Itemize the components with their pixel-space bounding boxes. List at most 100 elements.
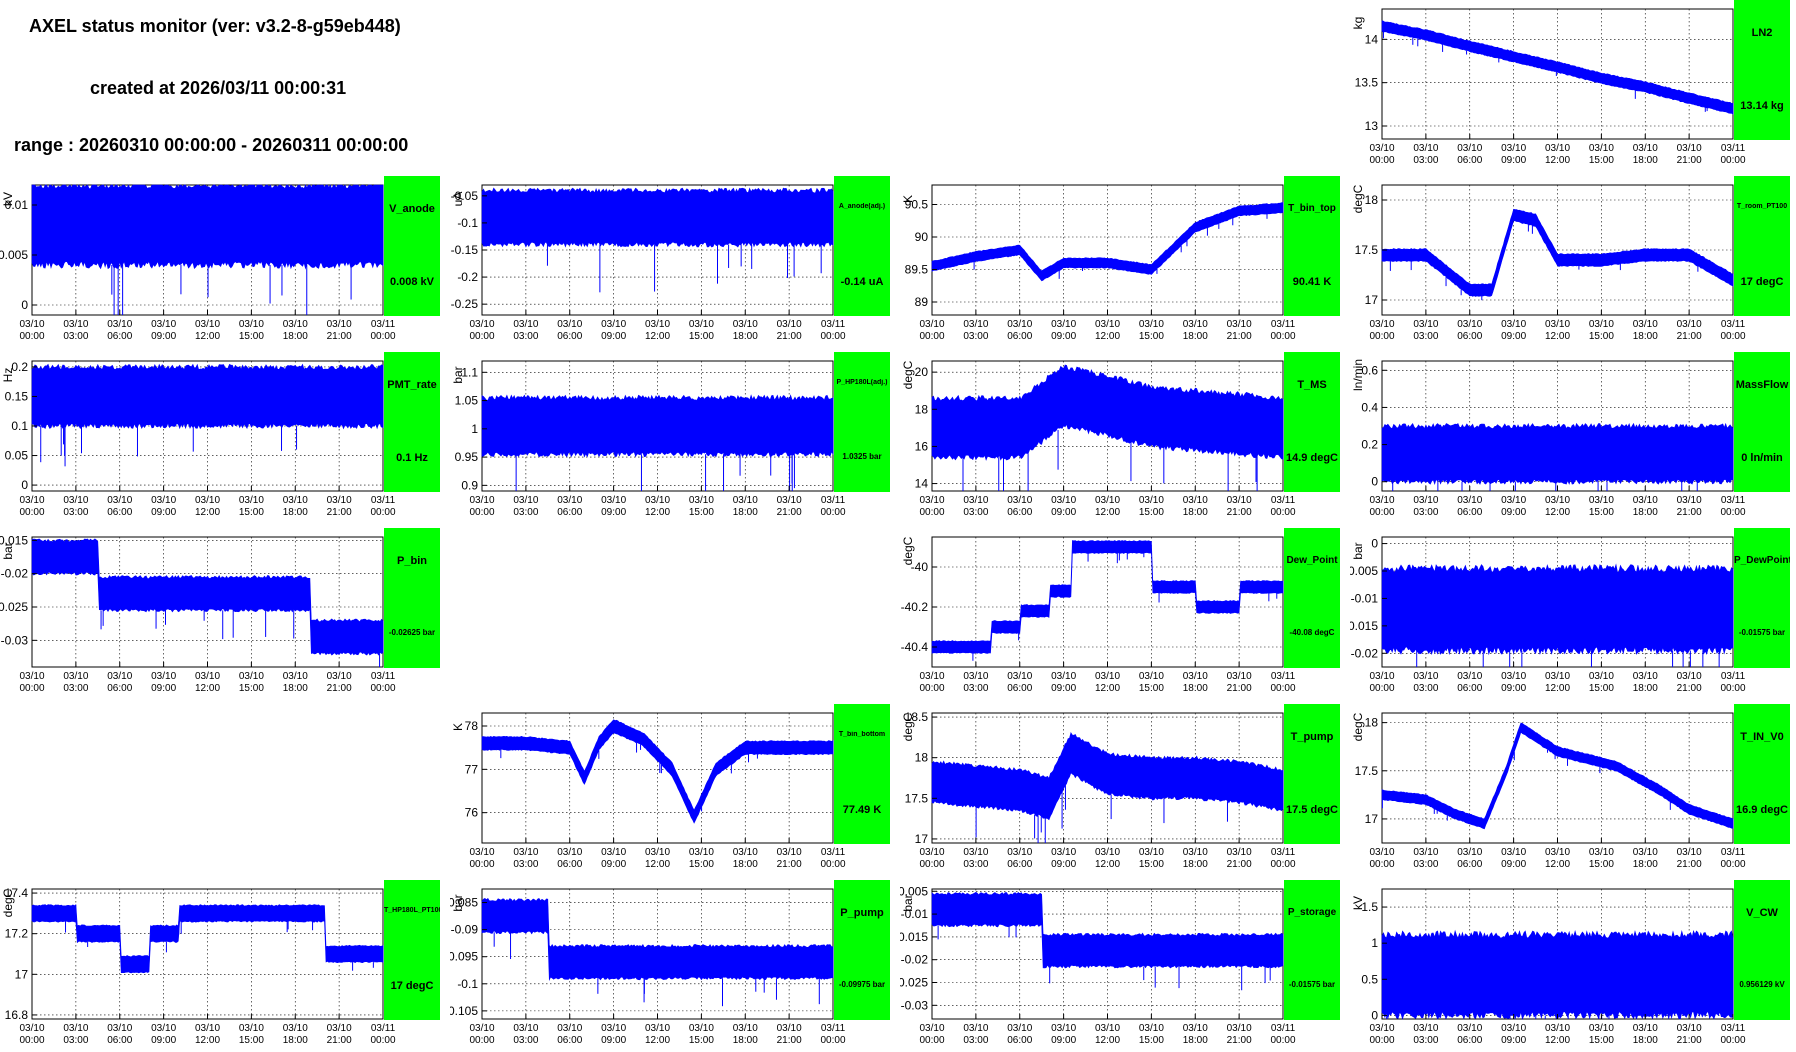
x-tick-date: 03/10 bbox=[19, 495, 44, 506]
x-tick-date: 03/10 bbox=[1095, 847, 1120, 858]
x-tick-time: 21:00 bbox=[327, 683, 352, 694]
x-tick-time: 18:00 bbox=[283, 507, 308, 518]
chart-panel-p-dewpoint: -0.02-0.015-0.01-0.005003/1000:0003/1003… bbox=[1350, 528, 1790, 696]
status-value: 17 degC bbox=[1740, 276, 1784, 288]
x-tick-date: 03/10 bbox=[1457, 847, 1482, 858]
x-tick-time: 12:00 bbox=[645, 1035, 670, 1046]
x-tick-time: 03:00 bbox=[63, 507, 88, 518]
x-tick-date: 03/11 bbox=[1721, 671, 1746, 682]
x-tick-date: 03/10 bbox=[151, 319, 176, 330]
x-tick-time: 06:00 bbox=[1007, 859, 1032, 870]
x-tick-date: 03/10 bbox=[1227, 847, 1252, 858]
x-tick-time: 18:00 bbox=[1633, 859, 1658, 870]
x-tick-time: 03:00 bbox=[1413, 331, 1438, 342]
chart-panel-t-bin-top: 89 89.5 90 90.5 03/10 00:00 03/10 03:00 03/10 06:… bbox=[900, 176, 1340, 344]
status-name: T_IN_V0 bbox=[1740, 731, 1784, 743]
x-tick-date: 03/10 bbox=[1007, 671, 1032, 682]
series-band bbox=[1381, 563, 1734, 656]
x-tick-date: 03/10 bbox=[1589, 143, 1614, 154]
x-tick-time: 03:00 bbox=[963, 859, 988, 870]
x-tick-date: 03/10 bbox=[1227, 671, 1252, 682]
x-tick-time: 00:00 bbox=[1720, 155, 1745, 166]
x-tick-date: 03/10 bbox=[63, 319, 88, 330]
chart-panel-v-anode: 0 0.005 0.01 03/10 00:00 03/10 03:00 03/10 06:00… bbox=[0, 176, 440, 344]
x-tick-date: 03/10 bbox=[645, 495, 670, 506]
x-tick-date: 03/10 bbox=[1051, 319, 1076, 330]
x-tick-time: 00:00 bbox=[469, 507, 494, 518]
status-name: T_room_PT100 bbox=[1736, 203, 1788, 210]
x-tick-time: 21:00 bbox=[1677, 683, 1702, 694]
x-tick-date: 03/10 bbox=[1095, 495, 1120, 506]
y-tick-label: -0.005 bbox=[900, 884, 928, 898]
status-box: P_DewPoint -0.01575 bar bbox=[1734, 528, 1790, 668]
y-axis-unit: bar bbox=[901, 894, 915, 911]
status-box: P_pump -0.09975 bar bbox=[834, 880, 890, 1020]
x-tick-date: 03/10 bbox=[1501, 495, 1526, 506]
x-tick-time: 21:00 bbox=[777, 331, 802, 342]
x-tick-time: 03:00 bbox=[1413, 1035, 1438, 1046]
x-tick-time: 00:00 bbox=[469, 859, 494, 870]
x-tick-time: 15:00 bbox=[1589, 1035, 1614, 1046]
series-band bbox=[31, 538, 384, 656]
x-tick-time: 12:00 bbox=[1095, 507, 1120, 518]
y-tick-label: -0.25 bbox=[451, 297, 479, 311]
x-tick-date: 03/10 bbox=[963, 319, 988, 330]
x-tick-time: 06:00 bbox=[107, 683, 132, 694]
series-band bbox=[31, 904, 384, 974]
x-tick-time: 09:00 bbox=[151, 507, 176, 518]
y-axis-unit: ln/min bbox=[1351, 359, 1365, 391]
x-tick-date: 03/11 bbox=[1271, 319, 1296, 330]
y-tick-label: 0.2 bbox=[1361, 438, 1378, 452]
x-tick-time: 12:00 bbox=[1545, 331, 1570, 342]
x-tick-time: 03:00 bbox=[513, 331, 538, 342]
x-tick-date: 03/11 bbox=[371, 495, 396, 506]
chart-panel-ln2: 13 13.5 14 03/10 00:00 03/10 03:00 03/10 06:00 03… bbox=[1350, 0, 1790, 168]
status-value: 16.9 degC bbox=[1736, 804, 1788, 816]
x-tick-time: 03:00 bbox=[1413, 683, 1438, 694]
chart-panel-p-storage: -0.03-0.025-0.02-0.015-0.01-0.00503/1000… bbox=[900, 880, 1340, 1048]
x-tick-time: 12:00 bbox=[1095, 859, 1120, 870]
x-tick-time: 18:00 bbox=[1183, 859, 1208, 870]
x-tick-time: 06:00 bbox=[107, 331, 132, 342]
x-tick-time: 21:00 bbox=[777, 859, 802, 870]
x-tick-date: 03/11 bbox=[821, 1023, 846, 1034]
x-tick-date: 03/10 bbox=[1051, 1023, 1076, 1034]
x-tick-time: 03:00 bbox=[513, 507, 538, 518]
x-tick-time: 09:00 bbox=[151, 331, 176, 342]
y-tick-label: 0.15 bbox=[5, 389, 29, 403]
x-tick-date: 03/10 bbox=[1677, 495, 1702, 506]
y-tick-label: 0.4 bbox=[1361, 400, 1378, 414]
x-tick-time: 18:00 bbox=[283, 683, 308, 694]
x-tick-date: 03/10 bbox=[1501, 671, 1526, 682]
x-tick-time: 00:00 bbox=[370, 683, 395, 694]
y-tick-label: -0.05 bbox=[451, 189, 479, 203]
x-tick-time: 15:00 bbox=[239, 331, 264, 342]
x-tick-date: 03/10 bbox=[1457, 671, 1482, 682]
x-tick-date: 03/11 bbox=[1721, 1023, 1746, 1034]
chart-panel-p-hp180l: 0.9 0.95 1 1.05 1.1 03/10 00:00 03/10 03:00 03/10… bbox=[450, 352, 890, 520]
x-tick-date: 03/10 bbox=[1227, 319, 1252, 330]
y-tick-label: -0.1 bbox=[457, 216, 478, 230]
y-tick-label: -40 bbox=[911, 560, 929, 574]
series-spikes bbox=[100, 610, 381, 667]
y-tick-label: -0.015 bbox=[1350, 619, 1378, 633]
chart-svg: 8989.59090.503/1000:0003/1003:0003/1006:… bbox=[901, 184, 1296, 342]
status-value: 77.49 K bbox=[842, 804, 882, 816]
x-tick-date: 03/10 bbox=[1677, 847, 1702, 858]
x-tick-time: 15:00 bbox=[239, 683, 264, 694]
x-tick-date: 03/10 bbox=[1051, 671, 1076, 682]
y-tick-label: 0 bbox=[21, 298, 28, 312]
x-tick-date: 03/11 bbox=[821, 495, 846, 506]
x-tick-time: 00:00 bbox=[1369, 859, 1394, 870]
y-tick-label: 0.5 bbox=[1361, 972, 1378, 986]
x-tick-time: 09:00 bbox=[601, 507, 626, 518]
x-tick-date: 03/10 bbox=[1413, 847, 1438, 858]
x-tick-date: 03/10 bbox=[239, 1023, 264, 1034]
x-tick-time: 12:00 bbox=[645, 331, 670, 342]
series-spikes bbox=[1392, 481, 1698, 491]
x-tick-date: 03/10 bbox=[645, 1023, 670, 1034]
x-tick-date: 03/10 bbox=[283, 671, 308, 682]
x-tick-time: 00:00 bbox=[19, 1035, 44, 1046]
x-tick-date: 03/10 bbox=[1545, 495, 1570, 506]
x-tick-time: 12:00 bbox=[1545, 155, 1570, 166]
